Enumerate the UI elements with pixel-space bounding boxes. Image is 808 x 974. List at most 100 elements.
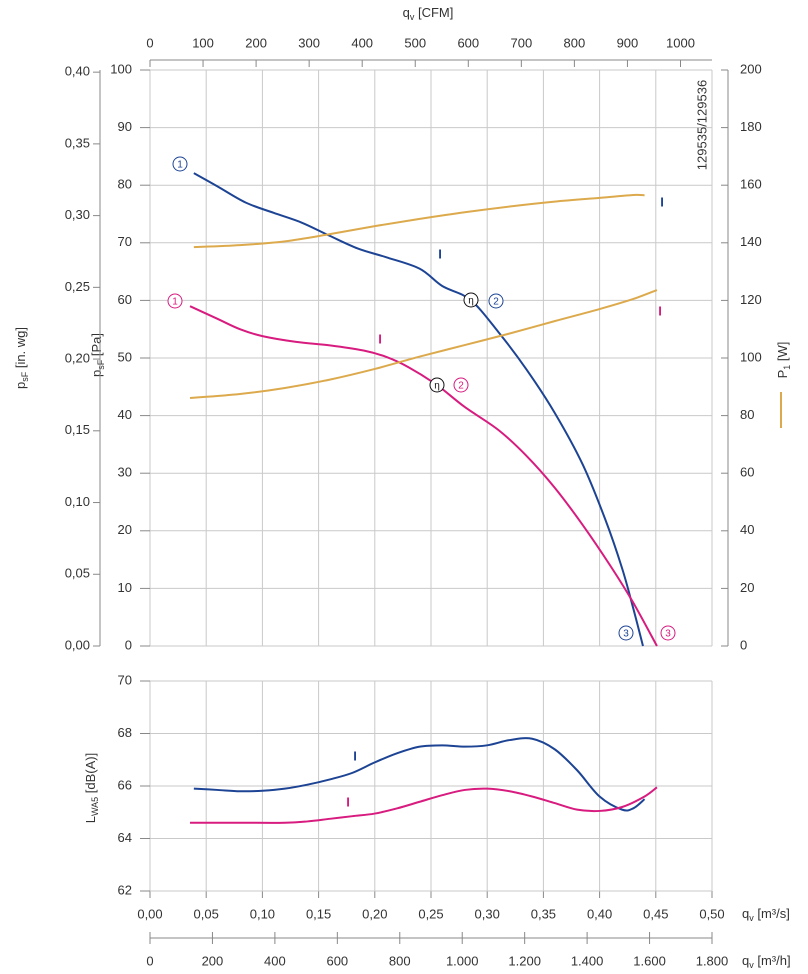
y-tick-label: 40 [118, 407, 132, 422]
axis-title-unit: [in. wg] [13, 327, 28, 372]
curve-label: I [353, 748, 357, 763]
curve-label: I [378, 331, 382, 346]
y-tick-label: 0,40 [65, 64, 90, 79]
curve-label: I [660, 194, 664, 209]
y-tick-label: 0,15 [65, 422, 90, 437]
x-tick-label: 1.400 [571, 953, 604, 968]
y2-tick-label: 140 [740, 234, 762, 249]
axis-title: qv [m³/s] [742, 906, 790, 923]
curve [189, 305, 658, 647]
axis-title-sub: 1 [782, 365, 792, 370]
x-tick-label: 0,45 [643, 906, 668, 921]
x-tick-label: 400 [264, 953, 286, 968]
point-label: 3 [623, 629, 629, 640]
y2-tick-label: 20 [740, 580, 754, 595]
y2-tick-label: 0 [740, 637, 747, 652]
x-tick-label: 0 [146, 35, 153, 50]
axis-title: LWA5 [dB(A)] [83, 753, 100, 823]
efficiency-label-circle [429, 377, 445, 393]
y-tick-label: 0,30 [65, 207, 90, 222]
curve [193, 172, 644, 647]
efficiency-label-circle [463, 292, 479, 308]
y-tick-label: 30 [118, 465, 132, 480]
x-tick-label: 500 [404, 35, 426, 50]
y-tick-label: 0,10 [65, 494, 90, 509]
axis-title-sub: sF [20, 371, 30, 382]
x-tick-label: 0 [146, 953, 153, 968]
x-tick-label: 0,30 [475, 906, 500, 921]
y-tick-label: 60 [118, 292, 132, 307]
x-tick-label: 200 [245, 35, 267, 50]
point-label: 1 [177, 160, 183, 171]
y-tick-label: 80 [118, 177, 132, 192]
axis-title-unit: [Pa] [89, 333, 104, 360]
y-tick-label: 0,20 [65, 351, 90, 366]
side-note: 129535/129536 [694, 80, 709, 170]
axis-title-main: q [742, 906, 749, 921]
axis-title-sub: sF [96, 359, 106, 370]
curve-label: I [658, 303, 662, 318]
y-tick-label: 62 [118, 882, 132, 897]
axis-title-unit: [W] [775, 342, 790, 365]
x-tick-label: 0,10 [250, 906, 275, 921]
x-tick-label: 0,35 [531, 906, 556, 921]
x-tick-label: 0,20 [362, 906, 387, 921]
y2-tick-label: 160 [740, 177, 762, 192]
curve [189, 289, 658, 400]
axis-title: qv [m³/h] [742, 953, 791, 970]
y-tick-label: 0,25 [65, 279, 90, 294]
point-label-circle [167, 293, 183, 309]
point-label: 3 [665, 629, 671, 640]
axis-title: qv [CFM] [403, 5, 454, 22]
y-tick-label: 50 [118, 349, 132, 364]
axis-title-sub: v [749, 913, 754, 923]
x-tick-label: 800 [564, 35, 586, 50]
curve [190, 786, 658, 824]
y-tick-label: 10 [118, 580, 132, 595]
y-tick-label: 68 [118, 725, 132, 740]
y2-tick-label: 180 [740, 119, 762, 134]
axis-title-unit: [m³/h] [754, 953, 791, 968]
x-tick-label: 1.200 [508, 953, 541, 968]
y2-tick-label: 120 [740, 292, 762, 307]
axis-title-main: q [403, 5, 410, 20]
x-tick-label: 0,00 [137, 906, 162, 921]
x-tick-label: 0,15 [306, 906, 331, 921]
x-tick-label: 600 [326, 953, 348, 968]
axis-title-sub: v [410, 12, 415, 22]
y2-tick-label: 40 [740, 522, 754, 537]
point-label: 1 [172, 297, 178, 308]
y-tick-label: 90 [118, 119, 132, 134]
point-label: 2 [493, 297, 499, 308]
y-tick-label: 70 [118, 234, 132, 249]
point-label-circle [453, 377, 469, 393]
axis-title-unit: [m³/s] [754, 906, 790, 921]
y-tick-label: 0 [125, 637, 132, 652]
efficiency-label: η [468, 296, 474, 307]
curve-label: I [346, 794, 350, 809]
y-tick-label: 100 [110, 61, 132, 76]
axis-title-main: L [83, 816, 98, 823]
x-tick-label: 0,25 [418, 906, 443, 921]
efficiency-label: η [434, 381, 440, 392]
curve [193, 737, 646, 812]
x-tick-label: 1.800 [696, 953, 729, 968]
axis-title-main: q [742, 953, 749, 968]
axis-title-main: p [13, 382, 28, 389]
axis-title-unit: [CFM] [414, 5, 453, 20]
y-tick-label: 0,00 [65, 637, 90, 652]
y-tick-label: 66 [118, 777, 132, 792]
x-tick-label: 0,50 [699, 906, 724, 921]
point-label-circle [660, 625, 676, 641]
point-label-circle [172, 156, 188, 172]
x-tick-label: 0,05 [194, 906, 219, 921]
point-label-circle [618, 625, 634, 641]
point-label: 2 [458, 381, 464, 392]
x-tick-label: 300 [298, 35, 320, 50]
axis-title-unit: [dB(A)] [83, 753, 98, 797]
curve [193, 193, 645, 249]
x-tick-label: 0,40 [587, 906, 612, 921]
axis-title-sub: v [749, 960, 754, 970]
y-tick-label: 20 [118, 522, 132, 537]
